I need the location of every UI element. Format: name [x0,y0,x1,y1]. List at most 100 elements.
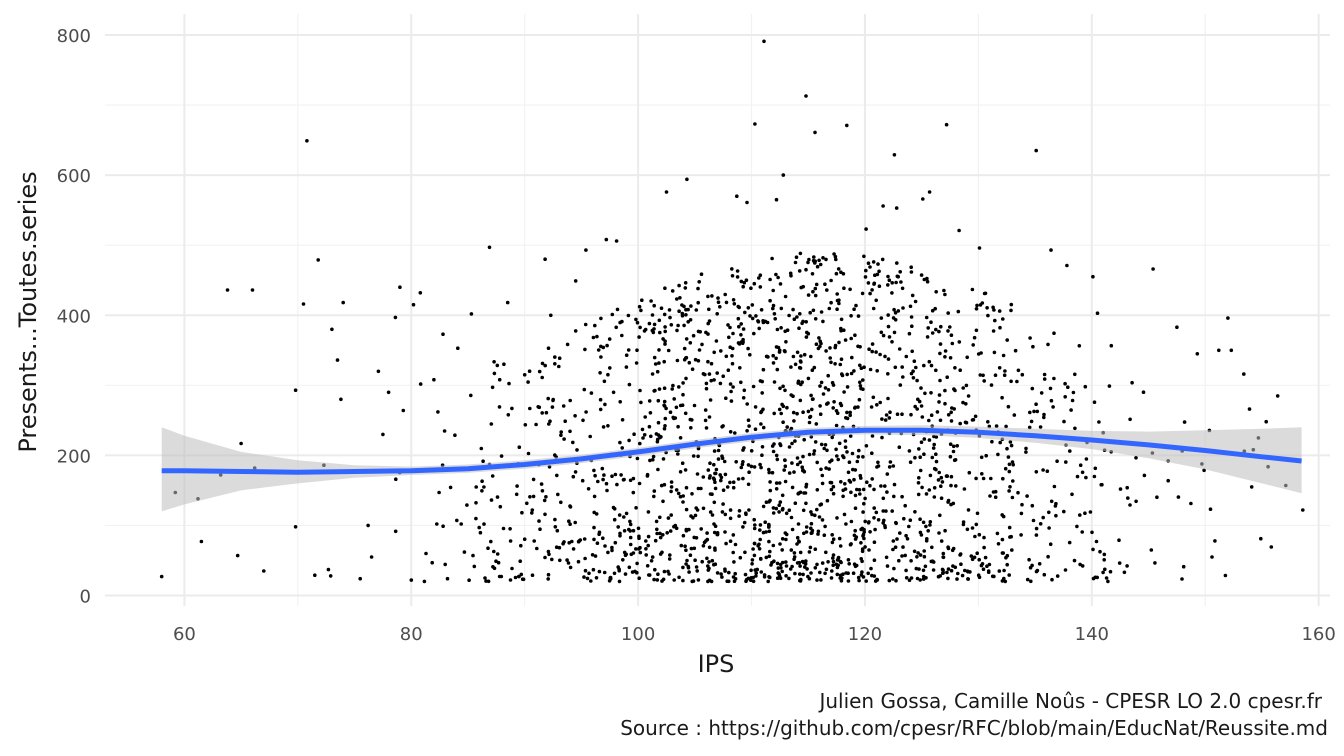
data-point [667,308,672,312]
data-point [666,569,670,574]
data-point [1007,573,1011,577]
data-point [909,371,914,376]
data-point [830,533,834,537]
data-point [731,485,736,490]
data-point [1050,577,1054,582]
data-point [651,457,655,462]
data-point [424,551,428,556]
data-point [588,434,592,439]
data-point [726,579,731,584]
data-point [662,312,667,317]
data-point [739,340,744,344]
data-point [798,251,803,256]
data-point [1048,542,1053,546]
data-point [1195,352,1200,356]
data-point [600,466,605,471]
data-point [658,535,663,540]
data-point [729,389,733,394]
data-point [893,311,898,315]
data-point [502,362,506,367]
data-point [1102,552,1107,557]
data-point [593,473,597,478]
data-point [839,579,844,583]
y-tick-label: 0 [80,586,91,607]
data-point [1141,390,1146,395]
data-point [739,322,743,326]
data-point [663,424,667,428]
data-point [930,559,935,563]
data-point [867,347,871,352]
data-point [807,452,812,457]
data-point [499,574,504,579]
data-point [663,286,667,291]
data-point [624,511,629,516]
data-point [1078,562,1082,567]
data-point [831,537,836,541]
data-point [746,482,751,487]
data-point [825,288,829,292]
data-point [546,549,551,554]
data-point [1128,503,1132,507]
data-point [1223,573,1228,578]
data-point [795,315,799,319]
data-point [809,526,813,531]
data-point [683,544,687,548]
data-point [532,539,536,543]
data-point [932,486,937,490]
data-point [989,476,993,481]
data-point [965,569,970,573]
data-point [1063,395,1067,399]
data-point [788,567,793,571]
data-point [945,570,949,575]
data-point [858,380,862,385]
data-point [856,405,860,409]
data-point [970,287,975,292]
data-point [854,303,858,308]
data-point [584,248,588,252]
data-point [1003,579,1008,584]
data-point [617,579,622,584]
data-point [680,461,685,466]
data-point [448,485,453,490]
data-point [733,431,737,435]
data-point [856,344,860,349]
data-point [784,560,788,564]
data-point [777,348,782,353]
data-point [778,542,782,546]
data-point [745,200,749,205]
data-point [801,508,806,513]
data-point [743,572,748,577]
data-point [749,286,753,291]
data-point [757,542,761,547]
data-point [766,579,770,584]
data-point [779,566,783,570]
data-point [755,567,759,572]
data-point [530,511,534,515]
data-point [976,573,981,577]
data-point [966,577,970,581]
data-point [1029,419,1034,424]
data-point [754,574,758,578]
data-point [995,531,1000,536]
data-point [432,377,436,382]
data-point [471,553,475,558]
data-point [599,355,603,359]
data-point [1301,508,1305,512]
data-point [744,511,748,515]
data-point [1247,407,1252,411]
data-point [1011,462,1015,467]
data-point [949,419,954,423]
data-point [812,255,816,259]
data-point [691,333,696,338]
data-point [638,550,643,555]
data-point [892,330,897,335]
data-point [584,410,588,414]
data-point [829,300,833,305]
data-point [895,261,899,265]
data-point [741,284,745,289]
data-point [741,327,746,331]
data-point [723,472,728,477]
data-point [418,291,423,295]
data-point [948,454,953,459]
data-point [946,545,950,549]
